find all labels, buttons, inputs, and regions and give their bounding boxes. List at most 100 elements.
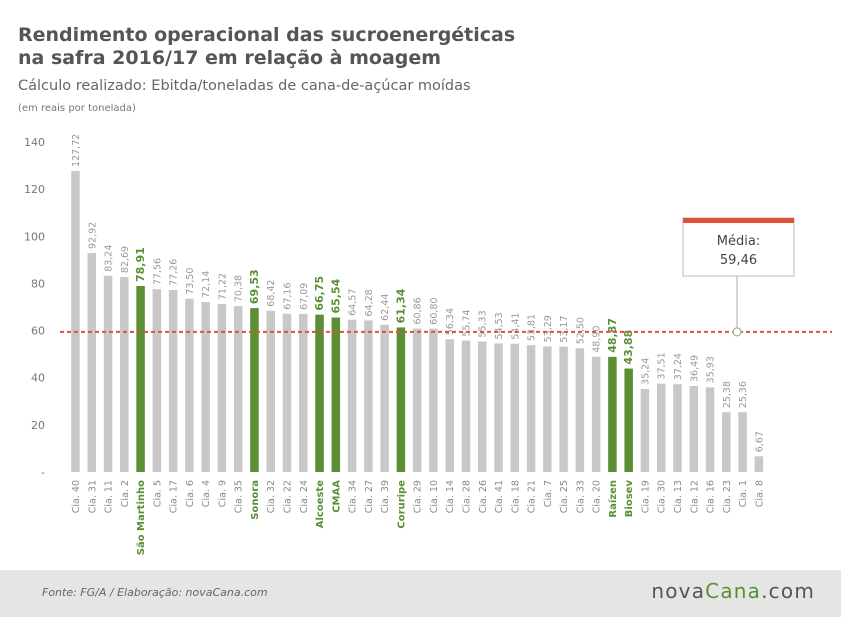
category-label: Cia. 11 — [104, 480, 115, 513]
bar — [608, 356, 617, 472]
category-label: Cia. 6 — [185, 480, 196, 507]
footer: Fonte: FG/A / Elaboração: novaCana.com n… — [0, 570, 841, 617]
value-label: 70,38 — [234, 275, 245, 302]
category-label: Cia. 25 — [559, 480, 570, 513]
bar — [168, 289, 178, 472]
bar — [136, 285, 145, 472]
category-label: Cia. 29 — [413, 480, 424, 513]
bar — [494, 343, 503, 472]
bar — [364, 320, 373, 472]
category-label: Cia. 31 — [87, 480, 98, 513]
bar — [331, 317, 341, 472]
average-value: 59,46 — [720, 253, 757, 268]
value-label: 73,50 — [185, 268, 196, 295]
category-label: Cia. 2 — [120, 480, 131, 507]
bar — [640, 388, 650, 472]
category-label: Cia. 13 — [673, 480, 684, 513]
category-label: Cia. 18 — [510, 480, 521, 513]
y-tick-label: 120 — [24, 183, 45, 196]
brand-logo: novaCana.com — [651, 579, 815, 603]
bar — [478, 341, 487, 472]
y-tick-label: 140 — [24, 136, 45, 149]
bar — [689, 385, 699, 472]
value-label: 72,14 — [201, 271, 212, 298]
bar — [754, 456, 764, 472]
category-label: Cia. 1 — [738, 480, 749, 507]
bar — [396, 327, 406, 472]
bar — [510, 343, 520, 472]
bar — [250, 308, 259, 472]
chart-title-line-2: na safra 2016/17 em relação à moagem — [18, 47, 442, 69]
y-tick-label: 40 — [31, 372, 45, 385]
bar — [380, 324, 389, 472]
bar — [315, 314, 324, 472]
category-label: Coruripe — [396, 480, 407, 529]
source-note: Fonte: FG/A / Elaboração: novaCana.com — [42, 586, 268, 599]
category-label: Cia. 4 — [201, 480, 212, 507]
bar — [120, 277, 129, 472]
category-label: Cia. 32 — [266, 480, 277, 513]
bar — [87, 252, 97, 472]
value-label: 54,41 — [510, 313, 521, 340]
bar — [412, 328, 422, 472]
value-label: 69,53 — [248, 269, 261, 304]
bar — [673, 384, 682, 472]
category-label: Cia. 27 — [364, 480, 375, 513]
value-label: 66,75 — [313, 276, 326, 311]
bar — [624, 368, 633, 472]
value-label: 61,34 — [394, 288, 407, 323]
chart-title: Rendimento operacional das sucroenergéti… — [18, 24, 578, 70]
category-label: Cia. 7 — [543, 480, 554, 507]
bar — [429, 328, 438, 472]
value-label: 67,16 — [283, 282, 294, 309]
value-label: 78,91 — [134, 247, 147, 282]
value-label: 53,29 — [543, 315, 554, 342]
value-label: 127,72 — [71, 134, 82, 167]
bar — [299, 313, 308, 472]
value-label: 77,56 — [152, 258, 163, 285]
y-tick-label: 20 — [31, 419, 45, 432]
category-label: Cia. 33 — [575, 480, 586, 513]
value-label: 55,74 — [461, 309, 472, 336]
category-label: Cia. 21 — [527, 480, 538, 513]
category-label: Cia. 39 — [380, 480, 391, 513]
y-tick-label: 60 — [31, 325, 45, 338]
bar — [445, 339, 454, 472]
category-label: Cia. 22 — [283, 480, 294, 513]
bar — [71, 170, 80, 472]
y-tick-label: 100 — [24, 230, 45, 243]
category-label: Cia. 19 — [640, 480, 651, 513]
value-label: 55,33 — [478, 310, 489, 337]
bar — [103, 275, 113, 472]
average-box-top — [683, 218, 794, 223]
value-label: 25,38 — [722, 381, 733, 408]
value-label: 53,81 — [527, 314, 538, 341]
value-label: 60,86 — [413, 297, 424, 324]
category-label: Cia. 10 — [429, 480, 440, 513]
category-label: Cia. 12 — [689, 480, 700, 513]
brand-part-1: nova — [651, 579, 706, 603]
category-label: Cia. 17 — [169, 480, 180, 513]
bar — [738, 412, 747, 472]
category-label: Cia. 9 — [217, 480, 228, 507]
bar — [266, 310, 275, 472]
category-label: Biosev — [624, 480, 635, 518]
value-label: 35,93 — [706, 356, 717, 383]
value-label: 67,09 — [299, 283, 310, 310]
brand-part-2: Cana — [705, 579, 762, 603]
average-marker — [732, 327, 742, 337]
bar — [543, 346, 552, 472]
value-label: 83,24 — [104, 245, 115, 272]
value-label: 37,51 — [657, 352, 668, 379]
category-label: Cia. 24 — [299, 480, 310, 513]
average-box — [682, 217, 795, 277]
category-label: Cia. 30 — [657, 480, 668, 513]
bar — [559, 346, 568, 472]
value-label: 64,28 — [364, 289, 375, 316]
category-label: Cia. 40 — [71, 480, 82, 513]
value-label: 54,53 — [494, 312, 505, 339]
category-label: Cia. 28 — [461, 480, 472, 513]
bar — [233, 306, 243, 472]
value-label: 71,22 — [217, 273, 228, 300]
value-label: 65,54 — [329, 278, 342, 313]
